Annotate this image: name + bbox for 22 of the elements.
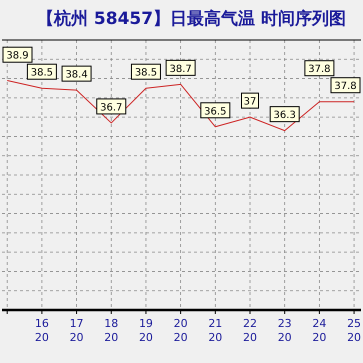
x-tick-label: 20 20 <box>174 317 188 344</box>
x-tick-label: 16 20 <box>34 317 49 344</box>
x-tick-label: 17 20 <box>70 317 84 344</box>
data-label: 36.5 <box>204 106 226 118</box>
x-tick-label: 25 20 <box>347 317 362 344</box>
data-label: 38.4 <box>65 70 88 81</box>
x-tick-label: 24 20 <box>312 317 326 344</box>
data-label: 36.3 <box>274 110 296 122</box>
data-label: 38.9 <box>6 50 29 62</box>
x-tick-label: 19 20 <box>138 317 153 344</box>
x-tick-label: 21 20 <box>208 317 222 344</box>
x-tick-label: 22 20 <box>243 317 258 344</box>
x-tick-label: 18 20 <box>104 317 118 344</box>
x-tick-label: 23 20 <box>278 317 292 344</box>
data-label: 38.5 <box>30 68 54 79</box>
chart-title: 【杭州 58457】日最高气温 时间序列图 <box>37 9 346 29</box>
data-label: 37.8 <box>334 81 357 92</box>
data-label: 38.5 <box>134 68 158 79</box>
data-label: 38.7 <box>170 64 192 75</box>
data-label: 37.8 <box>308 64 331 76</box>
data-label: 36.7 <box>100 102 122 114</box>
data-label: 37 <box>244 96 256 108</box>
